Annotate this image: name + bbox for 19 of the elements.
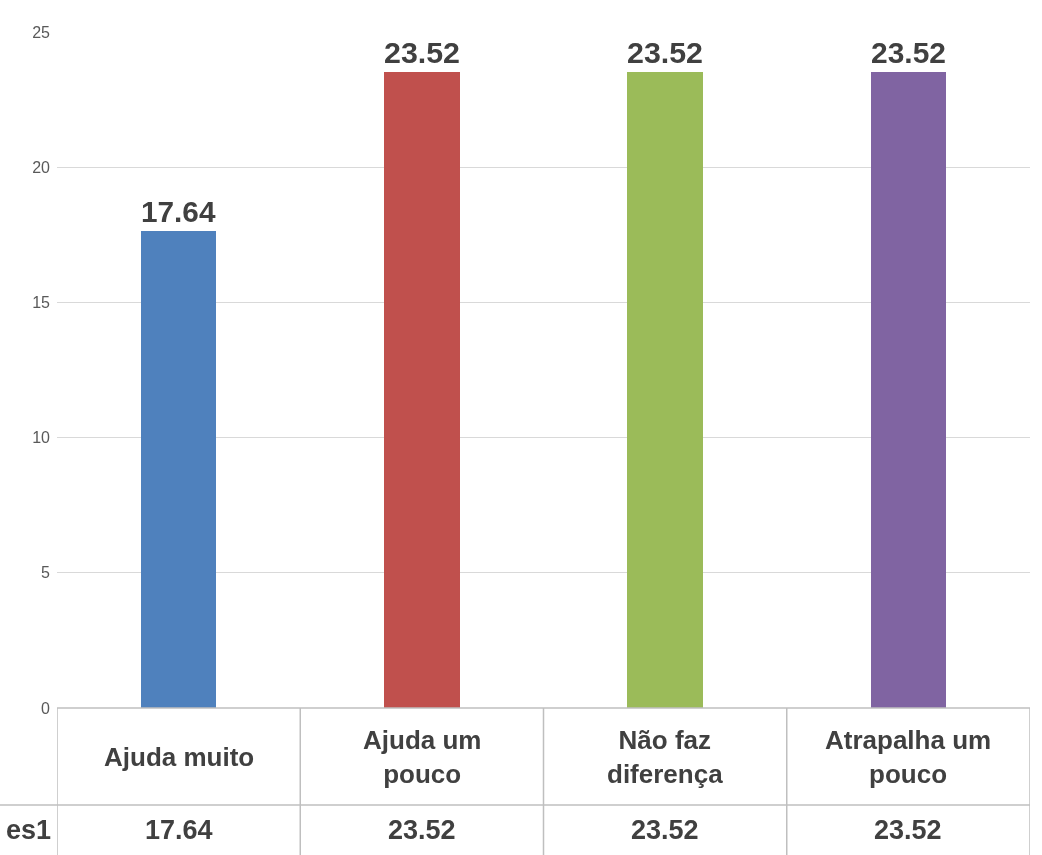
data-label: 23.52 <box>384 35 460 69</box>
data-label: 23.52 <box>871 36 946 70</box>
text: 17.64 <box>145 815 213 845</box>
y-tick-label: 15 <box>32 294 51 311</box>
y-tick-label: 10 <box>32 429 51 447</box>
y-tick-label: 20 <box>32 158 51 176</box>
x-tick-label: Atrapalha um pouco <box>825 725 992 789</box>
text: 23.52 <box>631 815 699 845</box>
x-tick-label: Ajuda um pouco <box>363 725 482 789</box>
text: 23.52 <box>388 815 456 845</box>
text: 23.52 <box>874 815 942 845</box>
data-label: 23.52 <box>627 35 703 69</box>
x-tick-label: Ajuda muito <box>104 742 255 772</box>
data-label: 17.64 <box>141 195 216 229</box>
y-tick-label: 25 <box>32 23 51 41</box>
text: es1 <box>6 815 52 845</box>
y-tick-label: 0 <box>41 699 51 717</box>
y-tick-label: 5 <box>41 564 51 582</box>
x-tick-label: Não faz diferença <box>607 725 724 789</box>
